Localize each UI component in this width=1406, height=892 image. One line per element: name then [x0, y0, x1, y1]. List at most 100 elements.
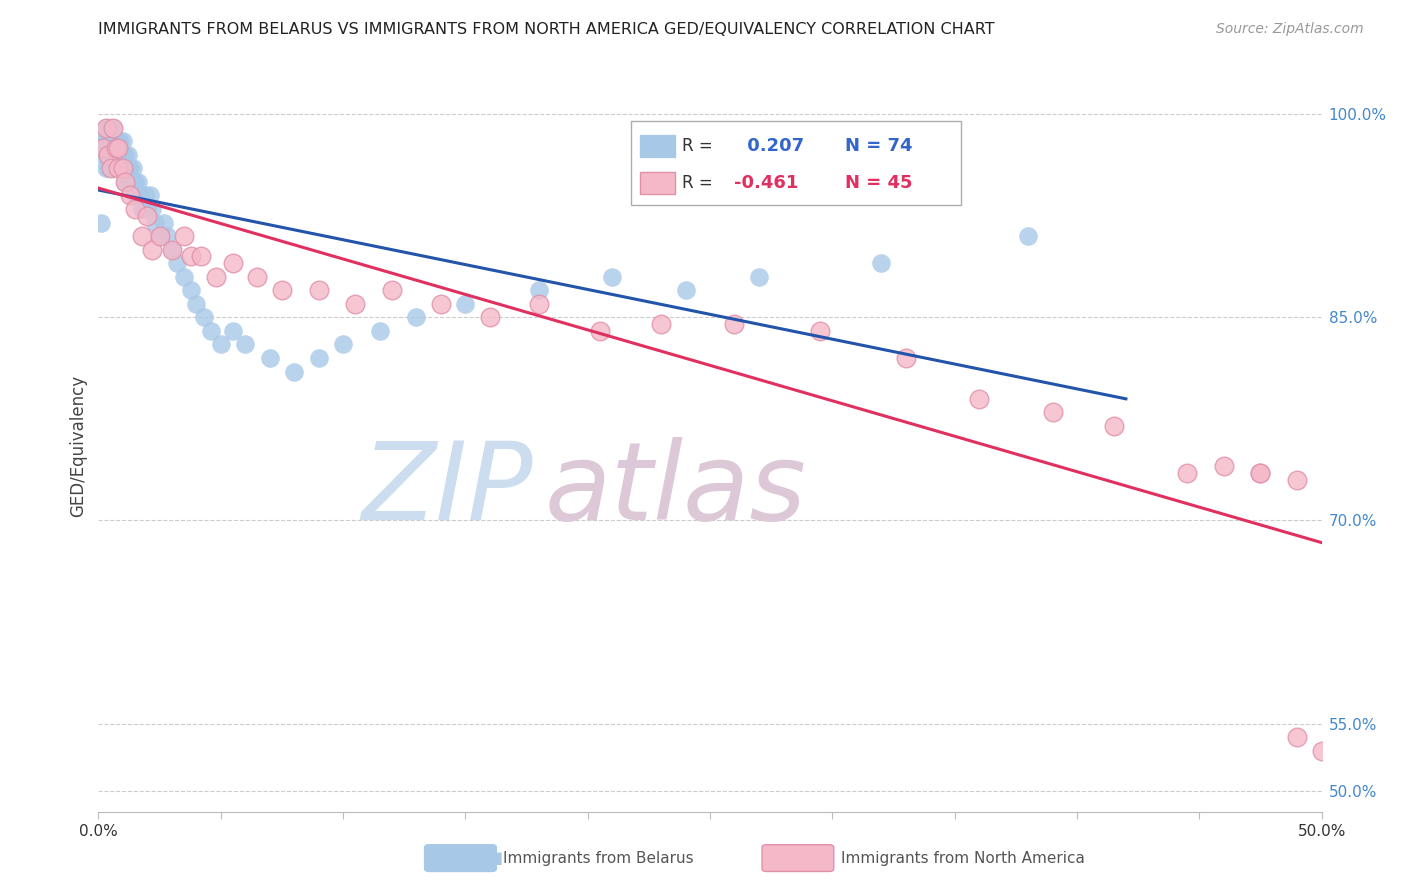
Point — [405, 310, 427, 325]
Point — [90, 215, 112, 229]
Point — [104, 134, 127, 148]
FancyBboxPatch shape — [425, 845, 496, 871]
Point — [1310, 744, 1333, 758]
Point — [283, 364, 305, 378]
Point — [124, 202, 146, 216]
Point — [381, 283, 404, 297]
Point — [332, 337, 354, 351]
Point — [107, 161, 129, 176]
Point — [141, 202, 163, 216]
Point — [107, 141, 129, 155]
Point — [97, 161, 120, 176]
Point — [101, 120, 124, 135]
Point — [259, 351, 281, 365]
Point — [1249, 466, 1271, 480]
Point — [141, 243, 163, 257]
Bar — [640, 136, 675, 157]
Text: IMMIGRANTS FROM BELARUS VS IMMIGRANTS FROM NORTH AMERICA GED/EQUIVALENCY CORRELA: IMMIGRANTS FROM BELARUS VS IMMIGRANTS FR… — [98, 22, 995, 37]
Point — [808, 324, 831, 338]
Point — [454, 297, 477, 311]
Point — [136, 202, 159, 216]
Point — [1249, 466, 1271, 480]
Text: ▪: ▪ — [486, 847, 503, 870]
Point — [430, 297, 453, 311]
Point — [527, 283, 550, 297]
Point — [120, 161, 142, 176]
Point — [91, 134, 114, 148]
Text: R =: R = — [682, 137, 713, 155]
Point — [114, 161, 136, 176]
FancyBboxPatch shape — [630, 120, 960, 204]
Point — [136, 209, 159, 223]
Point — [101, 148, 124, 162]
Point — [368, 324, 391, 338]
Point — [131, 202, 153, 216]
Point — [97, 148, 120, 162]
Point — [97, 148, 120, 162]
Point — [156, 229, 179, 244]
Point — [100, 161, 122, 176]
Point — [160, 243, 183, 257]
Text: R =: R = — [682, 174, 713, 192]
Text: 0.207: 0.207 — [741, 137, 804, 155]
Point — [308, 351, 330, 365]
Point — [1175, 466, 1198, 480]
Point — [101, 161, 124, 176]
Point — [149, 229, 172, 244]
Point — [193, 310, 215, 325]
Point — [111, 134, 134, 148]
Point — [190, 249, 212, 263]
Point — [166, 256, 188, 270]
Point — [97, 120, 120, 135]
Point — [114, 175, 136, 189]
Text: atlas: atlas — [546, 437, 807, 542]
Point — [1102, 418, 1125, 433]
Point — [1042, 405, 1064, 419]
Point — [344, 297, 367, 311]
Point — [127, 175, 149, 189]
Point — [117, 161, 139, 176]
Point — [478, 310, 501, 325]
Y-axis label: GED/Equivalency: GED/Equivalency — [69, 375, 87, 517]
Point — [124, 188, 146, 202]
Point — [894, 351, 917, 365]
Point — [186, 297, 208, 311]
Text: Immigrants from North America: Immigrants from North America — [841, 851, 1084, 865]
Point — [149, 229, 172, 244]
Point — [94, 120, 117, 135]
Point — [121, 161, 143, 176]
Point — [101, 120, 124, 135]
Point — [129, 188, 152, 202]
Point — [134, 188, 156, 202]
Point — [97, 134, 120, 148]
Point — [114, 148, 136, 162]
Point — [139, 188, 162, 202]
Point — [1286, 730, 1309, 744]
Point — [111, 161, 134, 176]
Text: -0.461: -0.461 — [734, 174, 799, 192]
Point — [270, 283, 294, 297]
Point — [131, 229, 153, 244]
Point — [107, 134, 129, 148]
Point — [1017, 229, 1039, 244]
Point — [600, 269, 623, 284]
Point — [91, 141, 114, 155]
Point — [104, 148, 127, 162]
Point — [110, 134, 132, 148]
Point — [308, 283, 330, 297]
Point — [104, 161, 127, 176]
Point — [967, 392, 990, 406]
Text: N = 45: N = 45 — [845, 174, 912, 192]
Point — [110, 148, 132, 162]
Text: Source: ZipAtlas.com: Source: ZipAtlas.com — [1216, 22, 1364, 37]
Text: ZIP: ZIP — [361, 437, 533, 542]
Point — [104, 141, 127, 155]
Point — [101, 134, 124, 148]
Text: N = 74: N = 74 — [845, 137, 912, 155]
Point — [1212, 459, 1234, 474]
Point — [723, 317, 745, 331]
Point — [114, 175, 136, 189]
Point — [527, 297, 550, 311]
Point — [748, 269, 770, 284]
Point — [91, 148, 114, 162]
